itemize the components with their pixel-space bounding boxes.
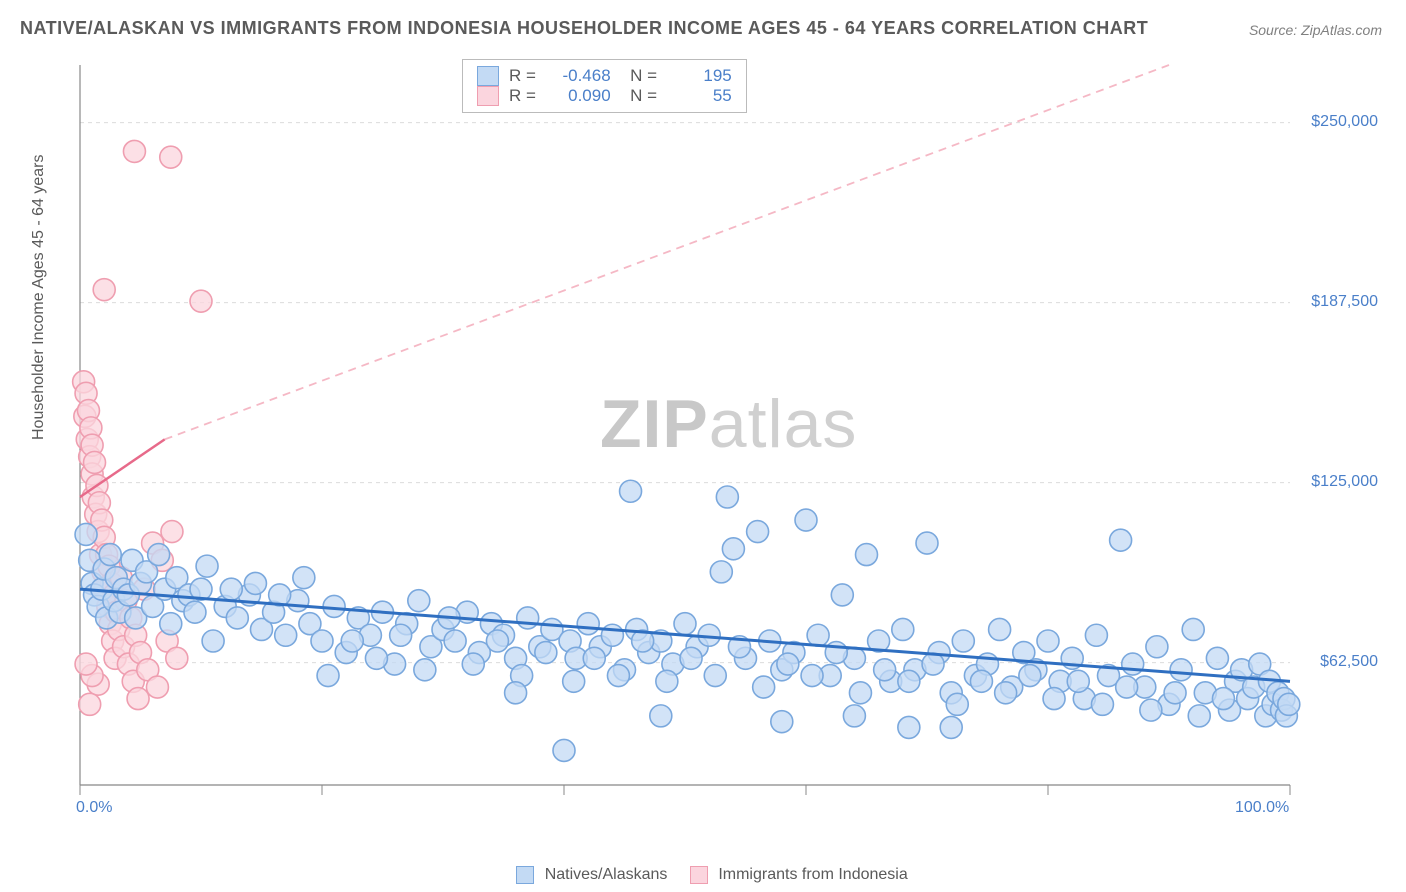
plot-area: ZIPatlas R = -0.468 N = 195 R = 0.090 N … — [70, 55, 1380, 825]
x-tick-label: 100.0% — [1235, 799, 1289, 817]
y-axis-label: Householder Income Ages 45 - 64 years — [30, 155, 48, 441]
x-legend-swatch-blue — [516, 866, 534, 884]
legend-r-pink: 0.090 — [551, 86, 611, 106]
y-tick-label: $62,500 — [1320, 653, 1378, 671]
source-label: Source: ZipAtlas.com — [1249, 22, 1382, 38]
legend-n-pink: 55 — [672, 86, 732, 106]
chart-container: NATIVE/ALASKAN VS IMMIGRANTS FROM INDONE… — [0, 0, 1406, 892]
legend-swatch-pink — [477, 86, 499, 106]
legend-r-blue: -0.468 — [551, 66, 611, 86]
y-tick-label: $125,000 — [1311, 473, 1378, 491]
chart-svg — [70, 55, 1380, 825]
y-tick-label: $250,000 — [1311, 113, 1378, 131]
y-tick-label: $187,500 — [1311, 293, 1378, 311]
x-legend-label-blue: Natives/Alaskans — [545, 866, 668, 883]
correlation-legend: R = -0.468 N = 195 R = 0.090 N = 55 — [462, 59, 747, 113]
legend-n-blue: 195 — [672, 66, 732, 86]
x-legend-swatch-pink — [690, 866, 708, 884]
x-legend-label-pink: Immigrants from Indonesia — [718, 866, 907, 883]
legend-row-pink: R = 0.090 N = 55 — [477, 86, 732, 106]
legend-swatch-blue — [477, 66, 499, 86]
legend-row-blue: R = -0.468 N = 195 — [477, 66, 732, 86]
x-axis-legend: Natives/Alaskans Immigrants from Indones… — [0, 866, 1406, 884]
x-tick-label: 0.0% — [76, 799, 112, 817]
chart-title: NATIVE/ALASKAN VS IMMIGRANTS FROM INDONE… — [20, 18, 1148, 39]
